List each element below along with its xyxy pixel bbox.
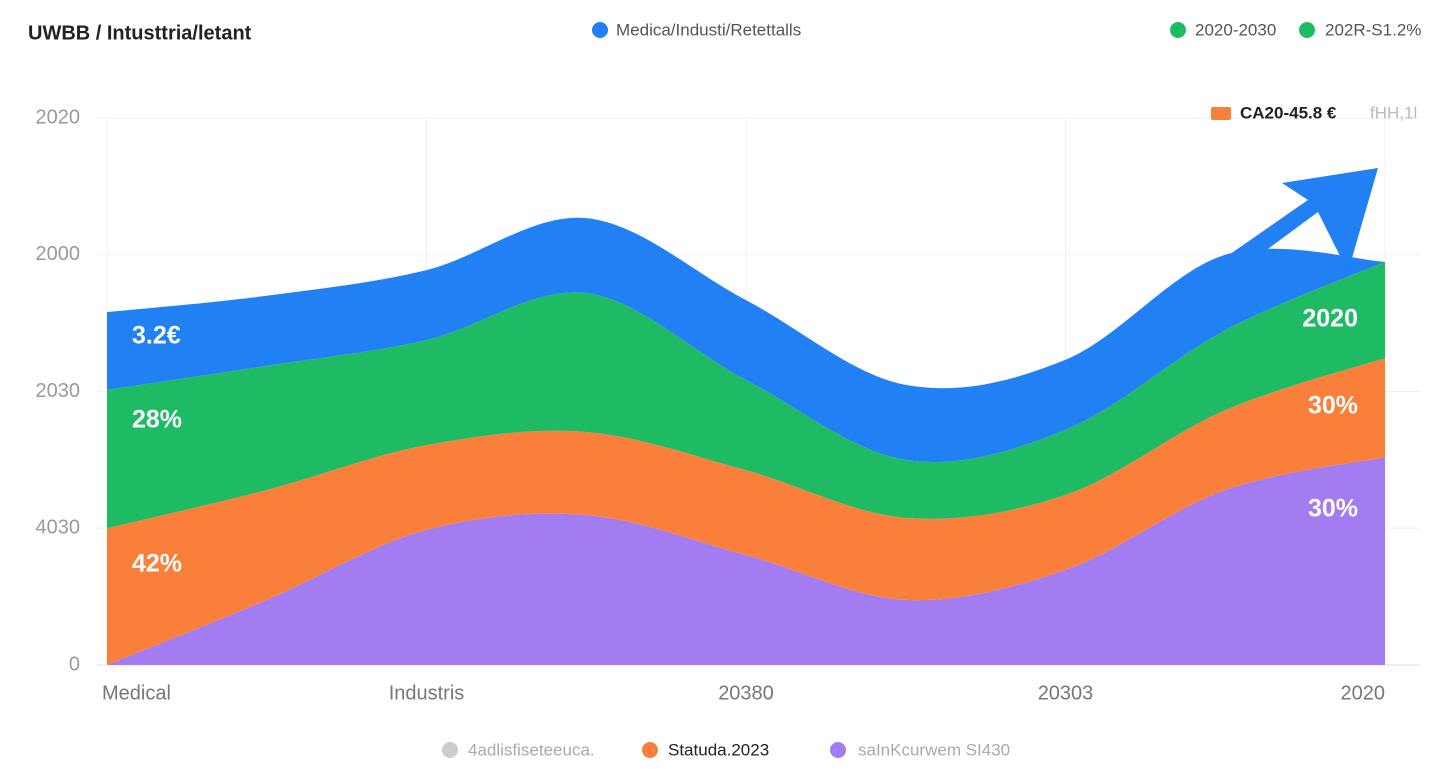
legend-label: CA20-45.8 €	[1240, 103, 1337, 122]
labels: 0 4030 2030 2000 2020 Medical Industris 20380 20…	[36, 20, 1422, 759]
x-tick-label: Industris	[389, 682, 465, 704]
legend-swatch	[442, 742, 458, 758]
chart-title: UWBB / Intusttria/letant	[28, 22, 252, 44]
legend-swatch	[592, 22, 608, 38]
trend-arrow	[1180, 168, 1378, 300]
y-tick-label: 2000	[36, 243, 81, 265]
legend-label: 202R-S1.2%	[1325, 20, 1421, 39]
x-tick-label: 20303	[1038, 682, 1094, 704]
legend-swatch	[1299, 22, 1315, 38]
areas	[107, 217, 1385, 665]
area	[107, 358, 1385, 665]
legend-label: Statuda.2023	[668, 740, 769, 759]
legend-swatch	[642, 742, 658, 758]
x-tick-label: Medical	[102, 682, 171, 704]
legend-label: 4adlisfiseteeuca.	[468, 740, 595, 759]
area	[107, 217, 1385, 463]
annotation: 2020	[1302, 305, 1358, 333]
x-tick-label: 2020	[1341, 682, 1386, 704]
annotation: 30%	[1308, 392, 1358, 420]
annotation: 28%	[132, 406, 182, 434]
legend-swatch	[830, 742, 846, 758]
annotation: 3.2€	[132, 322, 181, 350]
area	[107, 457, 1385, 665]
y-tick-label: 0	[69, 653, 80, 675]
legend-swatch	[1170, 22, 1186, 38]
annotation: 30%	[1308, 495, 1358, 523]
x-tick-label: 20380	[718, 682, 774, 704]
legend-label: 2020-2030	[1195, 20, 1276, 39]
legend-label: fHH,1l	[1370, 103, 1417, 122]
y-tick-label: 4030	[36, 517, 81, 539]
y-tick-label: 2020	[36, 106, 81, 128]
annotation: 42%	[132, 550, 182, 578]
legend-swatch	[1211, 107, 1231, 120]
y-tick-label: 2030	[36, 380, 81, 402]
legend-label: Medica/Industi/Retettalls	[616, 20, 801, 39]
legend-label: saInKcurwem SI430	[858, 740, 1010, 759]
area	[107, 261, 1385, 529]
